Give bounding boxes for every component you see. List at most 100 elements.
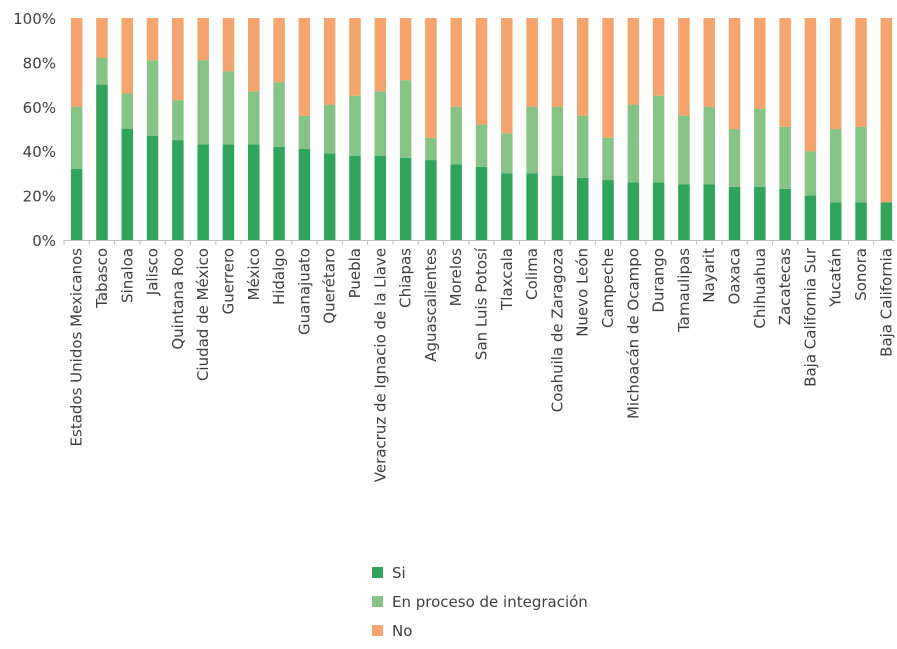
bar-segment-en-proceso [551, 106, 564, 176]
y-tick-label: 80% [23, 54, 56, 72]
x-tick-label: Puebla [346, 248, 364, 298]
bar-segment-si [248, 144, 260, 240]
bar-segment-no [829, 18, 842, 129]
bar-segment-en-proceso [754, 109, 766, 187]
bar-segment-no [678, 18, 690, 116]
bar-segment-no [197, 18, 209, 61]
bar-segment-no [121, 18, 134, 94]
legend-item-si: Si [372, 558, 588, 587]
x-tick-label: Coahuila de Zaragoza [548, 248, 566, 412]
bar-segment-si [323, 153, 336, 240]
x-tick-label: Jalisco [144, 248, 162, 296]
bar-segment-en-proceso [197, 60, 209, 145]
x-tick-label: Nuevo León [574, 248, 592, 337]
bar-segment-en-proceso [399, 80, 412, 158]
x-tick-label: Michoacán de Ocampo [624, 248, 642, 419]
legend-swatch-no [372, 625, 383, 636]
bar-segment-si [475, 166, 488, 240]
bar-segment-si [602, 180, 614, 240]
bar-segment-en-proceso [450, 106, 462, 165]
bar-segment-en-proceso [374, 91, 387, 156]
bar-segment-en-proceso [121, 93, 134, 129]
legend-label-si: Si [392, 563, 406, 582]
bar-segment-si [121, 129, 134, 240]
bar-segment-no [273, 18, 285, 83]
bar-segment-no [425, 18, 437, 138]
bar-segment-si [576, 177, 589, 240]
bar-segment-si [804, 195, 817, 240]
bar-segment-en-proceso [96, 57, 108, 85]
bar-segment-no [475, 18, 488, 125]
bar-segment-en-proceso [70, 106, 83, 169]
bar-segment-en-proceso [728, 129, 741, 187]
bar-segment-no [323, 18, 336, 105]
x-tick-label: Chihuahua [751, 248, 769, 329]
bar-segment-si [703, 184, 715, 240]
x-tick-label: México [245, 248, 263, 300]
x-tick-label: Baja California [877, 248, 895, 357]
bar-segment-no [627, 18, 640, 105]
x-tick-label: Querétaro [321, 248, 339, 324]
bar-segment-si [779, 188, 791, 240]
y-tick-label: 40% [23, 143, 56, 161]
bar-segment-no [70, 18, 83, 107]
bar-segment-si [728, 186, 741, 240]
bar-segment-en-proceso [298, 115, 311, 149]
bar-segment-si [754, 186, 766, 240]
legend-label-en-proceso: En proceso de integración [392, 592, 588, 611]
legend-item-en-proceso: En proceso de integración [372, 587, 588, 616]
y-tick-label: 100% [13, 10, 56, 28]
bar-segment-si [855, 202, 867, 240]
bar-segment-no [779, 18, 791, 127]
bar-segment-no [551, 18, 564, 107]
x-tick-label: Chiapas [397, 248, 415, 308]
x-tick-label: Ciudad de México [194, 248, 212, 381]
bar-segment-en-proceso [703, 106, 715, 185]
x-tick-label: Colima [523, 248, 541, 300]
x-tick-label: Sonora [852, 248, 870, 301]
y-tick-label: 60% [23, 99, 56, 117]
bar-segment-si [399, 157, 412, 240]
x-tick-label: Quintana Roo [169, 248, 187, 350]
x-tick-label: Sinaloa [118, 248, 136, 303]
bar-segment-no [576, 18, 589, 116]
x-tick-label: Guanajuato [295, 248, 313, 335]
bar-segment-en-proceso [602, 137, 614, 181]
bar-segment-en-proceso [323, 104, 336, 154]
bar-segment-en-proceso [779, 126, 791, 189]
x-tick-label: Morelos [447, 248, 465, 307]
bar-segment-no [652, 18, 665, 96]
bar-segment-si [374, 155, 387, 240]
bar-segment-en-proceso [475, 124, 488, 167]
bar-segment-si [222, 144, 235, 240]
bar-segment-en-proceso [501, 133, 513, 174]
bar-segment-no [146, 18, 159, 61]
x-tick-label: Tlaxcala [498, 248, 516, 311]
bar-segment-no [703, 18, 715, 107]
x-tick-label: Tamaulipas [675, 248, 693, 333]
bar-segment-no [172, 18, 184, 101]
bar-segment-en-proceso [829, 129, 842, 203]
bar-segment-si [652, 182, 665, 240]
bar-segment-si [96, 84, 108, 240]
x-tick-label: Tabasco [93, 248, 111, 309]
bar-segment-no [754, 18, 766, 110]
bar-segment-en-proceso [425, 137, 437, 161]
y-tick-label: 20% [23, 188, 56, 206]
x-tick-label: Guerrero [219, 248, 237, 314]
x-tick-label: Campeche [599, 248, 617, 328]
x-tick-label: Nayarit [700, 248, 718, 303]
bar-segment-en-proceso [146, 60, 159, 136]
bar-segment-en-proceso [627, 104, 640, 183]
x-tick-label: San Luis Potosí [473, 247, 491, 360]
bar-segment-si [450, 164, 462, 240]
bar-segment-si [197, 144, 209, 240]
x-tick-label: Veracruz de Ignacio de la Llave [371, 248, 389, 482]
bar-segment-si [298, 148, 311, 240]
bar-segment-si [70, 168, 83, 240]
bar-segment-en-proceso [855, 126, 867, 203]
x-tick-label: Yucatán [827, 248, 845, 308]
bar-segment-en-proceso [349, 95, 361, 156]
bar-segment-en-proceso [222, 71, 235, 145]
